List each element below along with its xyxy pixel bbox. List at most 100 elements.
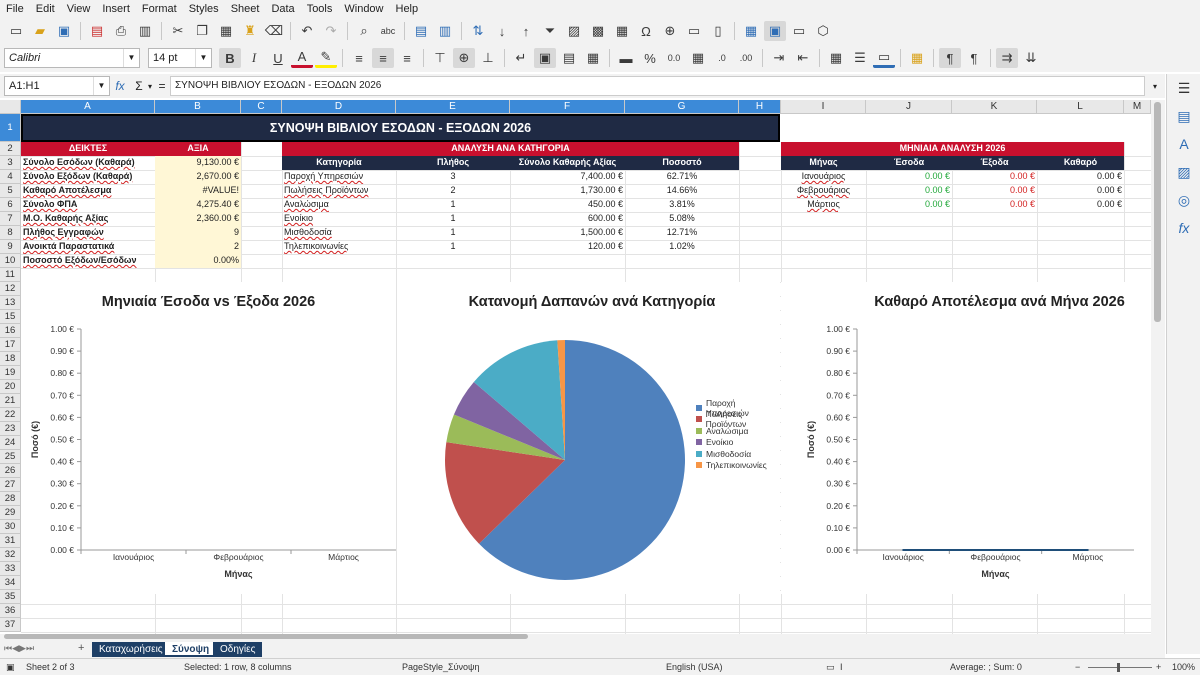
indicator-label[interactable]: Ανοικτά Παραστατικά bbox=[23, 241, 115, 251]
highlight-color-icon[interactable]: ✎ bbox=[315, 48, 337, 68]
show-draw-functions-icon[interactable]: ⬡ bbox=[817, 23, 829, 38]
menu-tools[interactable]: Tools bbox=[306, 3, 333, 15]
category-percent[interactable]: 3.81% bbox=[669, 199, 695, 209]
category-name[interactable]: Μισθοδοσία bbox=[284, 227, 332, 237]
indicator-value[interactable]: #VALUE! bbox=[155, 184, 241, 198]
copy-icon[interactable]: ❐ bbox=[196, 23, 208, 38]
sort-icon[interactable]: ⇅ bbox=[472, 23, 484, 38]
menu-view[interactable]: View bbox=[66, 3, 91, 15]
borders-icon[interactable]: ▦ bbox=[829, 50, 843, 65]
row-header[interactable]: 23 bbox=[0, 422, 21, 436]
chart-net-result[interactable]: Καθαρό Αποτέλεσμα ανά Μήνα 2026 0.00 €0.… bbox=[781, 282, 1151, 594]
undo-icon[interactable]: ↶ bbox=[301, 23, 313, 38]
column-header-g[interactable]: G bbox=[625, 100, 739, 114]
tab-navigation-icon[interactable]: ⏮◀▶⏭ bbox=[4, 643, 35, 653]
align-top-icon[interactable]: ⊤ bbox=[434, 50, 446, 65]
indicator-value[interactable]: 2,670.00 € bbox=[155, 170, 241, 184]
clear-formatting-icon[interactable]: ⌫ bbox=[264, 23, 284, 38]
sum-summary[interactable]: Average: ; Sum: 0 bbox=[950, 662, 1022, 672]
formula-equals-icon[interactable]: = bbox=[158, 79, 166, 93]
pivot-table-icon[interactable]: ▦ bbox=[615, 23, 629, 38]
navigator-icon[interactable]: ◎ bbox=[1177, 191, 1191, 208]
title-cell[interactable]: ΣΥΝΟΨΗ ΒΙΒΛΙΟΥ ΕΣΟΔΩΝ - ΕΞΟΔΩΝ 2026 bbox=[21, 114, 780, 142]
row-header[interactable]: 30 bbox=[0, 520, 21, 534]
function-wizard-icon[interactable]: fx bbox=[115, 79, 125, 93]
column-header-b[interactable]: B bbox=[155, 100, 241, 114]
decrease-indent-icon[interactable]: ⇤ bbox=[797, 50, 809, 65]
zoom-in-icon[interactable]: + bbox=[1156, 662, 1162, 672]
gallery-icon[interactable]: ▨ bbox=[1177, 163, 1191, 180]
freeze-rows-columns-icon[interactable]: ▣ bbox=[764, 21, 786, 41]
menu-window[interactable]: Window bbox=[344, 3, 384, 15]
row-header[interactable]: 22 bbox=[0, 408, 21, 422]
currency-format-icon[interactable]: ▬ bbox=[619, 50, 633, 66]
zoom-out-icon[interactable]: − bbox=[1075, 662, 1081, 672]
horizontal-scrollbar[interactable] bbox=[0, 634, 1165, 640]
category-total[interactable]: 450.00 € bbox=[587, 199, 623, 209]
save-icon[interactable]: ▣ bbox=[57, 23, 71, 38]
category-name[interactable]: Πωλήσεις Προϊόντων bbox=[284, 185, 369, 195]
column-icon[interactable]: ▥ bbox=[438, 23, 452, 38]
category-total[interactable]: 7,400.00 € bbox=[580, 171, 623, 181]
row-header[interactable]: 17 bbox=[0, 338, 21, 352]
category-name[interactable]: Παροχή Υπηρεσιών bbox=[284, 171, 364, 181]
expand-formula-bar-icon[interactable]: ▾ bbox=[1153, 81, 1158, 91]
row-header[interactable]: 8 bbox=[0, 226, 21, 240]
column-header-d[interactable]: D bbox=[282, 100, 396, 114]
italic-icon[interactable]: I bbox=[251, 50, 257, 65]
scroll-thumb[interactable] bbox=[1154, 102, 1161, 322]
properties-icon[interactable]: ▤ bbox=[1177, 107, 1191, 124]
align-left-icon[interactable]: ≡ bbox=[355, 50, 363, 66]
category-total[interactable]: 600.00 € bbox=[587, 213, 623, 223]
row-header[interactable]: 37 bbox=[0, 618, 21, 632]
zoom-slider-thumb[interactable] bbox=[1117, 663, 1120, 672]
number-format-icon[interactable]: 0.0 bbox=[667, 53, 681, 63]
column-header-j[interactable]: J bbox=[866, 100, 952, 114]
row-header[interactable]: 1 bbox=[0, 114, 21, 142]
hamburger-menu-icon[interactable]: ☰ bbox=[1177, 79, 1191, 96]
category-total[interactable]: 1,500.00 € bbox=[580, 227, 623, 237]
indicator-label[interactable]: Μ.Ο. Καθαρής Αξίας bbox=[23, 213, 109, 223]
selection-mode-icon[interactable]: ▭ bbox=[826, 662, 835, 672]
row-header[interactable]: 19 bbox=[0, 366, 21, 380]
insert-image-icon[interactable]: ▨ bbox=[567, 23, 581, 38]
merge-cells-icon[interactable]: ▤ bbox=[562, 50, 576, 65]
column-header-i[interactable]: I bbox=[781, 100, 866, 114]
sum-icon[interactable]: Σ bbox=[135, 79, 143, 93]
chevron-down-icon[interactable]: ▾ bbox=[148, 81, 153, 91]
indicator-value[interactable]: 9,130.00 € bbox=[155, 156, 241, 170]
row-header[interactable]: 24 bbox=[0, 436, 21, 450]
row-header[interactable]: 2 bbox=[0, 142, 21, 156]
category-percent[interactable]: 12.71% bbox=[666, 227, 698, 237]
open-folder-icon[interactable]: ▰ bbox=[35, 23, 45, 38]
column-header-m[interactable]: M bbox=[1124, 100, 1151, 114]
indicator-label[interactable]: Καθαρό Αποτέλεσμα bbox=[23, 185, 112, 195]
tab-summary[interactable]: Σύνοψη bbox=[165, 642, 217, 657]
month-income[interactable]: 0.00 € bbox=[924, 171, 950, 181]
chevron-down-icon[interactable]: ▼ bbox=[195, 49, 211, 67]
row-header[interactable]: 7 bbox=[0, 212, 21, 226]
category-percent[interactable]: 5.08% bbox=[669, 213, 695, 223]
row-header[interactable]: 6 bbox=[0, 198, 21, 212]
column-header-c[interactable]: C bbox=[241, 100, 282, 114]
row-icon[interactable]: ▤ bbox=[414, 23, 428, 38]
date-format-icon[interactable]: ▦ bbox=[691, 50, 705, 65]
indicator-value[interactable]: 9 bbox=[155, 226, 241, 240]
merge-center-icon[interactable]: ▣ bbox=[534, 48, 556, 68]
category-count[interactable]: 1 bbox=[450, 241, 456, 251]
language[interactable]: English (USA) bbox=[666, 662, 723, 672]
paste-icon[interactable]: ▦ bbox=[219, 23, 233, 38]
clone-formatting-icon[interactable]: ♜ bbox=[244, 23, 256, 38]
tab-instructions[interactable]: Οδηγίες bbox=[213, 642, 263, 657]
right-to-left-icon[interactable]: ¶ bbox=[970, 50, 978, 66]
row-header[interactable]: 10 bbox=[0, 254, 21, 268]
new-document-icon[interactable]: ▭ bbox=[9, 23, 23, 38]
underline-icon[interactable]: U bbox=[273, 50, 283, 66]
border-style-icon[interactable]: ☰ bbox=[854, 50, 866, 65]
category-count[interactable]: 1 bbox=[450, 213, 456, 223]
category-name[interactable]: Ενοίκιο bbox=[284, 213, 314, 223]
month-net[interactable]: 0.00 € bbox=[1096, 199, 1122, 209]
category-name[interactable]: Αναλώσιμα bbox=[284, 199, 329, 209]
redo-icon[interactable]: ↷ bbox=[325, 23, 337, 38]
row-header[interactable]: 11 bbox=[0, 268, 21, 282]
